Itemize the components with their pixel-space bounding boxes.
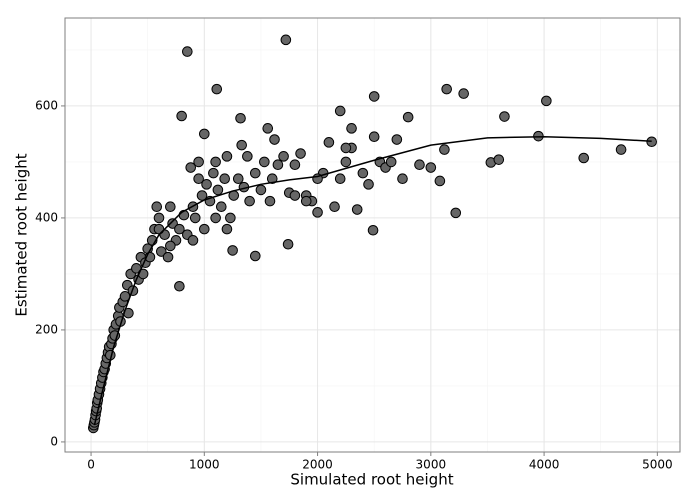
point [334,105,346,117]
point [155,246,167,257]
point [235,112,246,124]
point [210,212,221,224]
x-tick-label: 4000 [529,458,560,472]
point [280,34,292,46]
point [282,238,294,250]
point [165,201,176,213]
point [289,159,301,171]
point [208,167,219,179]
fit-line [93,135,652,426]
point [199,128,210,140]
point [312,207,323,218]
point [363,179,374,190]
point [458,88,469,99]
point [414,159,425,171]
x-tick-label: 2000 [302,458,333,472]
point [340,156,352,168]
point [196,190,208,201]
point [174,223,185,235]
point [368,91,380,102]
point [199,223,210,235]
point [215,201,227,213]
point [289,190,301,201]
point [402,111,414,123]
point [165,240,176,252]
y-tick-label: 400 [35,210,58,224]
point [176,110,187,122]
point [646,136,657,148]
point [264,195,276,207]
x-tick-label: 1000 [189,458,220,472]
point [391,134,403,145]
point [340,142,352,154]
point [193,156,204,168]
point [450,207,462,219]
point [346,123,357,134]
point [434,175,446,187]
point [167,218,178,229]
point [151,201,163,213]
point [221,151,233,162]
point [334,173,346,185]
point [212,184,224,196]
point [269,134,280,145]
x-axis-title: Simulated root height [290,471,453,489]
x-tick-label: 0 [87,458,95,472]
point [174,280,185,292]
point [272,159,284,171]
point [244,195,255,207]
point [201,179,212,190]
point [153,212,165,224]
point [368,131,380,143]
point [329,201,340,213]
point [300,195,312,207]
point [211,83,223,95]
point [615,144,627,155]
point [278,151,289,162]
point [441,83,452,95]
x-tick-label: 5000 [642,458,673,472]
y-tick-label: 200 [35,322,58,336]
point [323,137,335,148]
point [541,95,552,107]
point [187,235,199,246]
point [578,152,590,164]
x-tick-label: 3000 [416,458,447,472]
point [385,156,397,168]
point [367,224,379,236]
point [153,223,165,235]
point [210,156,221,168]
point [189,212,201,224]
point [227,245,238,256]
point [425,162,437,173]
point [162,251,174,263]
panel-border [64,17,681,453]
point [249,167,261,179]
point [185,162,197,173]
point [493,154,505,165]
point [351,204,363,215]
point [236,139,247,151]
point [249,250,261,262]
point [439,144,450,155]
y-tick-label: 600 [35,98,58,112]
y-axis-title: Estimated root height [13,153,31,316]
point [182,46,193,57]
point [219,173,230,185]
point [221,223,233,235]
point [266,173,278,185]
point [193,173,204,185]
point [262,123,274,134]
point [242,151,253,162]
point [295,148,306,159]
point [357,167,369,179]
point [255,184,267,196]
point [225,212,236,224]
point [499,111,510,122]
point [259,156,270,168]
point [232,173,244,185]
point [397,173,408,185]
y-tick-label: 0 [50,434,58,448]
